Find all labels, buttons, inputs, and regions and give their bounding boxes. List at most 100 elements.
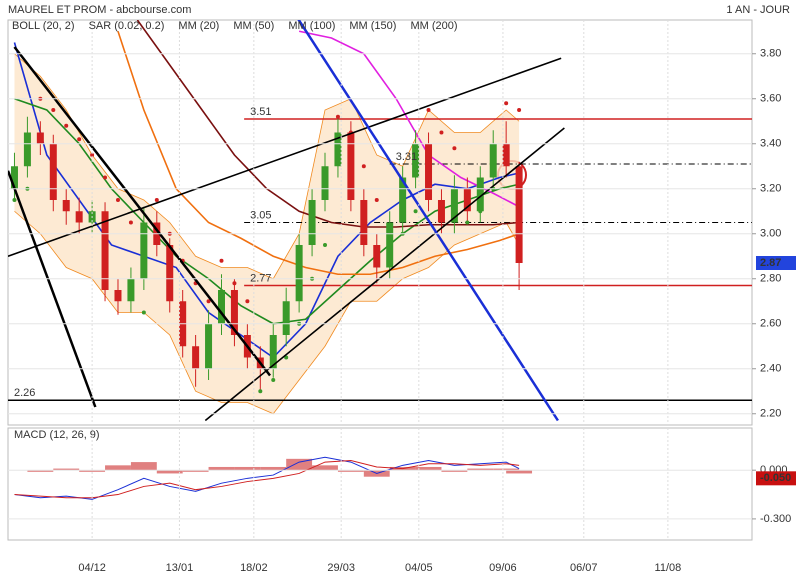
candle-body [114,290,122,302]
sar-dot [439,130,444,135]
legend-entry: MM (100) [288,20,335,32]
macd-histogram [415,466,442,471]
last-price-box [756,256,796,270]
candle-body [205,323,213,369]
macd-last-box [756,471,796,486]
macd-histogram [182,470,209,472]
sar-dot [452,146,457,151]
legend-entry: MM (50) [233,20,274,32]
candle-body [515,166,523,263]
candle-body [450,188,458,223]
sar-dot [465,220,470,225]
candle-body [295,245,303,302]
x-tick-label: 04/12 [78,562,106,574]
candle-body [140,222,148,279]
candle-body [62,200,70,212]
sar-dot [154,198,159,202]
level-label: 2.26 [14,387,35,399]
candle-body [463,188,471,212]
chart-title: MAUREL ET PROM - abcbourse.com [8,4,191,16]
candle-body [334,132,342,167]
legend-entry: MM (200) [410,20,457,32]
y-tick-label: 2.60 [760,318,781,330]
sar-dot [115,198,120,202]
candle-body [166,245,174,302]
candle-body [282,301,290,335]
candle-body [476,177,484,212]
sar-dot [361,164,366,169]
sar-dot [77,137,82,142]
macd-signal [14,459,520,499]
macd-histogram [260,466,287,471]
legend-entry: SAR (0.02, 0.2) [89,20,165,32]
candle-body [437,200,445,223]
sar-dot [335,114,340,119]
level-label: 3.05 [250,209,271,221]
sar-dot [374,198,379,202]
candle-body [192,346,200,369]
x-tick-label: 04/05 [405,562,433,574]
candle-body [502,143,510,167]
trend-line [297,20,559,422]
macd-histogram [441,470,468,472]
macd-histogram [234,466,261,471]
sar-dot [245,299,250,304]
sar-dot [206,299,211,304]
y-tick-label: 3.60 [760,93,781,105]
sar-dot [12,198,17,202]
candle-body [373,245,381,268]
sar-dot [51,108,56,112]
level-label: 3.31 [396,151,417,163]
y-tick-label: 3.40 [760,138,781,150]
sar-dot [219,258,224,263]
candle-body [36,132,44,144]
level-label: 3.51 [250,106,271,118]
candle-body [10,166,18,189]
x-tick-label: 13/01 [166,562,194,574]
macd-panel [7,427,753,541]
sar-dot [323,243,328,247]
sar-dot [103,175,108,180]
macd-histogram [79,470,106,472]
sar-dot [90,153,95,157]
macd-histogram [208,466,235,471]
macd-histogram [130,462,157,471]
candle-body [308,200,316,245]
macd-title: MACD (12, 26, 9) [14,429,100,441]
macd-histogram [312,465,338,471]
sar-dot [504,101,509,106]
candle-body [101,211,109,290]
sar-dot [426,108,431,112]
candle-body [49,143,57,200]
candle-body [412,143,420,178]
sar-dot [232,281,237,286]
candle-body [269,335,277,369]
candle-body [425,143,433,200]
sar-dot [258,389,263,394]
candle-body [127,278,135,302]
candle-body [360,200,368,245]
y-tick-label: 2.40 [760,363,781,375]
macd-histogram [506,470,533,474]
y-tick-label: 2.20 [760,408,781,420]
macd-histogram [337,470,364,472]
trend-line [8,170,97,408]
candle-body [489,143,497,178]
macd-histogram [105,465,131,471]
macd-histogram [467,468,494,471]
x-tick-label: 06/07 [570,562,598,574]
y-tick-label: 3.80 [760,48,781,60]
candle-body [23,132,31,167]
trend-line [204,127,565,422]
macd-last-label: -0.050 [760,472,791,484]
legend-entry: BOLL (20, 2) [12,20,75,32]
candle-body [347,132,355,200]
y-tick-label: 3.00 [760,228,781,240]
x-tick-label: 11/08 [655,562,682,574]
sar-dot [128,220,133,225]
macd-histogram [286,458,313,471]
legend-entry: MM (20) [178,20,219,32]
sar-dot [478,209,483,214]
sar-dot [271,378,276,382]
